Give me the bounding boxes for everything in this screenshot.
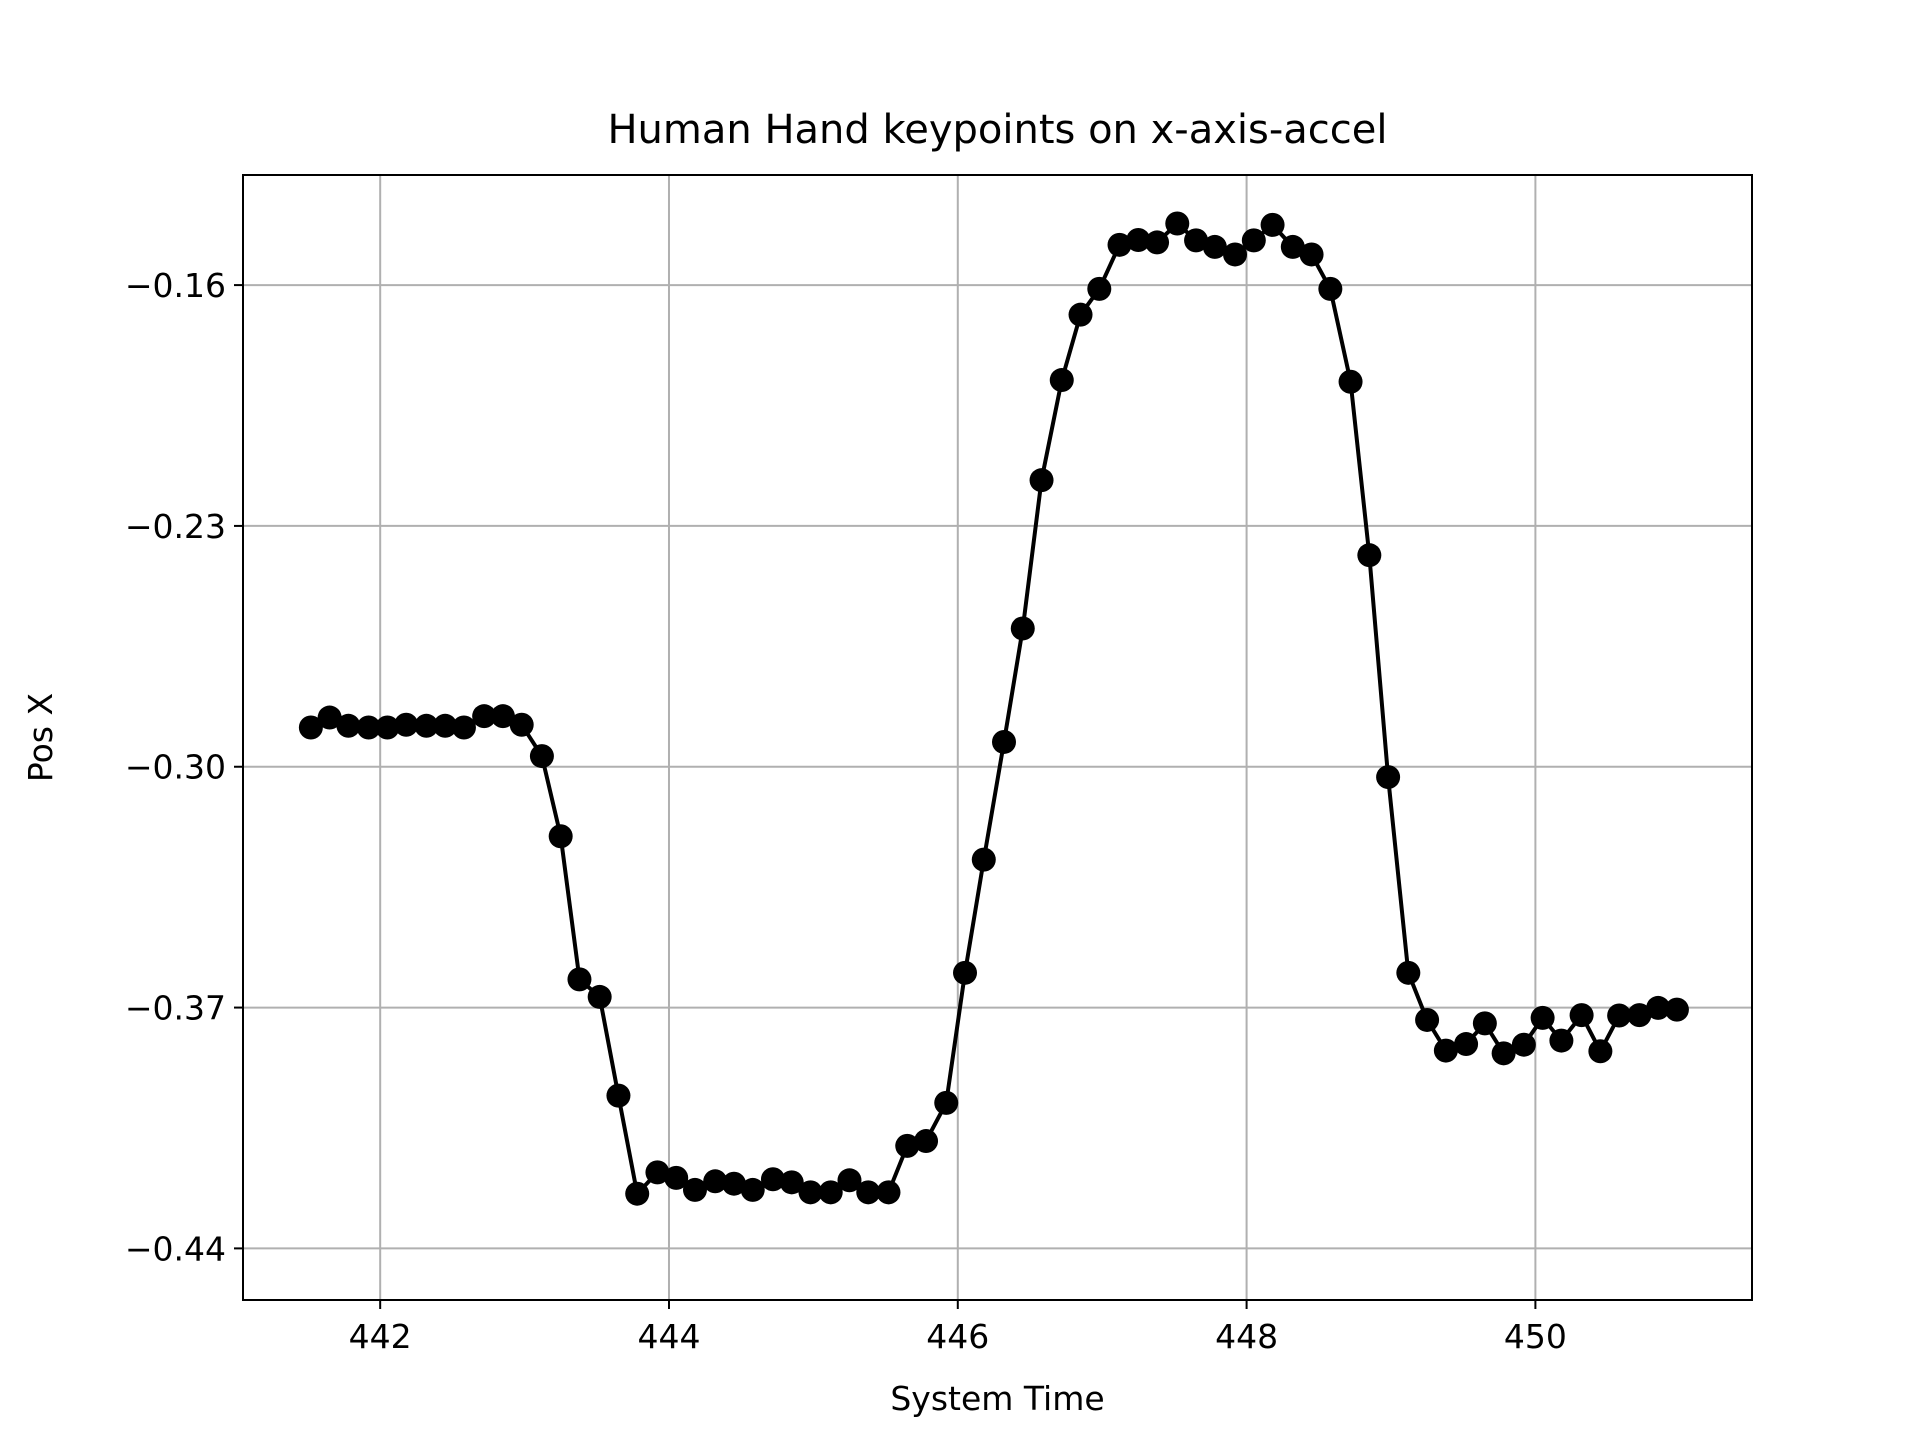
data-point [1454, 1032, 1479, 1057]
data-point [1010, 616, 1035, 641]
data-point [1318, 276, 1343, 301]
data-point [1145, 230, 1170, 255]
data-point [1376, 765, 1401, 790]
data-point [472, 704, 497, 729]
data-point [760, 1167, 785, 1192]
data-point [971, 847, 996, 872]
data-point [1511, 1032, 1536, 1057]
data-point [798, 1180, 823, 1205]
data-point [818, 1180, 843, 1205]
y-axis-label: Pos X [21, 693, 60, 782]
data-point [1184, 228, 1209, 253]
plot-frame [242, 174, 1753, 1301]
data-point [1396, 960, 1421, 985]
data-point [433, 713, 458, 738]
data-point [991, 729, 1016, 754]
data-point [1126, 228, 1151, 253]
data-point [1472, 1011, 1497, 1036]
data-point [356, 715, 381, 740]
x-tick-label: 446 [926, 1317, 989, 1356]
y-tick-label: −0.23 [125, 507, 226, 546]
data-point [490, 704, 515, 729]
data-point [394, 712, 419, 737]
data-point [837, 1168, 862, 1193]
data-point [721, 1171, 746, 1196]
data-point [1223, 242, 1248, 267]
data-point [336, 713, 361, 738]
data-point [298, 715, 323, 740]
data-point [1415, 1007, 1440, 1032]
data-point [1165, 211, 1190, 236]
data-point [317, 705, 342, 730]
data-point [1664, 997, 1689, 1022]
data-point [451, 715, 476, 740]
data-point [1299, 242, 1324, 267]
data-point [529, 744, 554, 769]
data-point [1530, 1005, 1555, 1030]
data-point [1549, 1028, 1574, 1053]
x-tick-label: 448 [1215, 1317, 1278, 1356]
data-point [682, 1177, 707, 1202]
grid-lines [243, 175, 1752, 1300]
data-point [779, 1170, 804, 1195]
data-point [876, 1180, 901, 1205]
y-tick-label: −0.44 [125, 1229, 226, 1268]
data-point [740, 1177, 765, 1202]
data-point [1433, 1038, 1458, 1063]
data-point [548, 824, 573, 849]
data-point [509, 712, 534, 737]
x-tick-label: 442 [349, 1317, 412, 1356]
data-point [567, 967, 592, 992]
data-point [1491, 1041, 1516, 1066]
axis-ticks: 442 444 446 448 450 −0.16 −0.23 −0.30 −0.37 −0.44 [125, 266, 1567, 1356]
data-point [1087, 276, 1112, 301]
data-point [414, 713, 439, 738]
data-point [914, 1129, 939, 1154]
data-point [934, 1090, 959, 1115]
data-point [1357, 543, 1382, 568]
data-point [1607, 1003, 1632, 1028]
data-point [664, 1165, 689, 1190]
data-point [895, 1133, 920, 1158]
data-point [625, 1181, 650, 1206]
data-point [1646, 995, 1671, 1020]
data-point [375, 715, 400, 740]
data-point [1588, 1039, 1613, 1064]
data-point [1280, 234, 1305, 259]
data-point [1202, 234, 1227, 259]
data-point [1068, 302, 1093, 327]
data-point [645, 1160, 670, 1185]
series-group [298, 211, 1689, 1206]
data-point [1241, 228, 1266, 253]
x-tick-label: 450 [1504, 1317, 1567, 1356]
x-tick-label: 444 [637, 1317, 700, 1356]
chart-title: Human Hand keypoints on x-axis-accel [607, 107, 1387, 153]
data-point [587, 984, 612, 1009]
data-point [856, 1180, 881, 1205]
data-point [606, 1083, 631, 1108]
y-tick-label: −0.30 [125, 748, 226, 787]
data-point [1338, 369, 1363, 394]
data-point [953, 960, 978, 985]
x-axis-label: System Time [890, 1379, 1104, 1418]
data-point [1049, 368, 1074, 393]
data-point [703, 1169, 728, 1194]
data-point [1569, 1003, 1594, 1028]
data-point [1627, 1003, 1652, 1028]
data-point [1029, 468, 1054, 493]
y-tick-label: −0.16 [125, 266, 226, 305]
data-point [1260, 212, 1285, 237]
y-tick-label: −0.37 [125, 989, 226, 1028]
data-point [1107, 232, 1132, 257]
